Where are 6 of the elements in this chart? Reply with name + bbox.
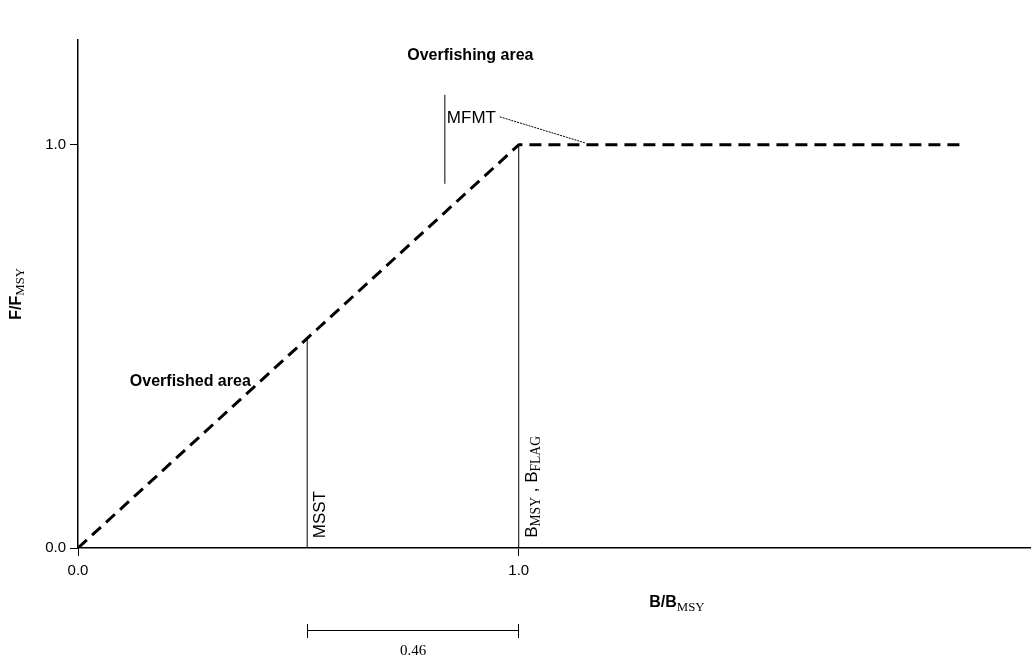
x-axis-title: B/B$_{MSY}$	[649, 593, 705, 615]
text: 0.46	[399, 642, 427, 658]
annotation: Overfishing area	[407, 46, 534, 64]
ref-line-label: MSST	[310, 491, 330, 539]
annotation: MFMT	[446, 107, 496, 127]
annotation: Overfished area	[129, 372, 251, 390]
